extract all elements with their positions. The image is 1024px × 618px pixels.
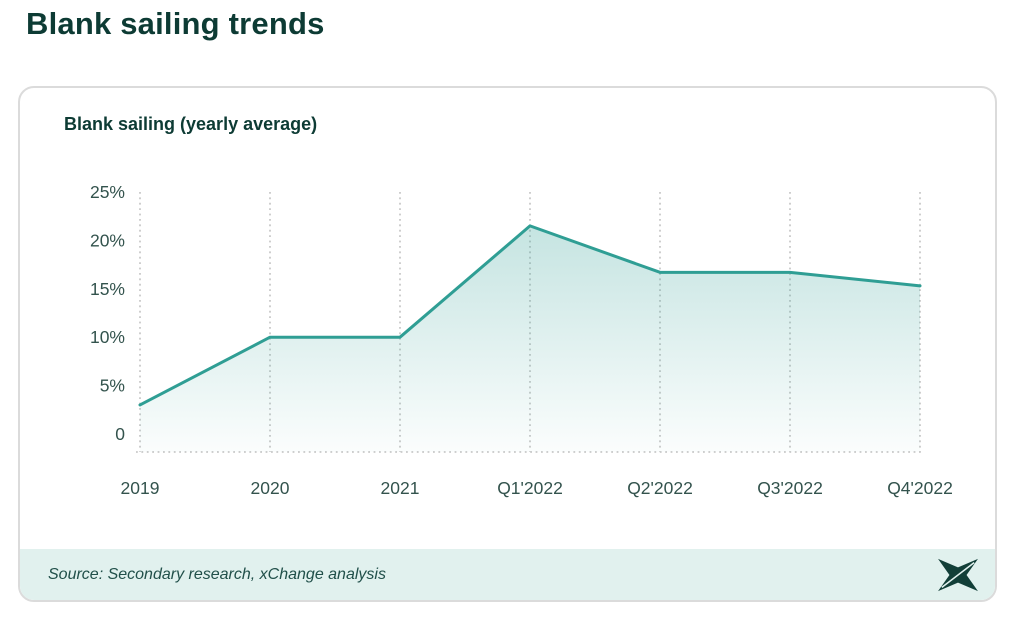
svg-text:2021: 2021 (381, 478, 420, 498)
svg-text:25%: 25% (90, 182, 125, 202)
svg-text:10%: 10% (90, 327, 125, 347)
chart-title: Blank sailing (yearly average) (64, 114, 318, 134)
svg-text:2020: 2020 (251, 478, 290, 498)
svg-text:0: 0 (115, 424, 125, 444)
svg-text:15%: 15% (90, 279, 125, 299)
chart-card: Blank sailing (yearly average) 25% 20% 15%… (18, 86, 997, 602)
blank-sailing-area-chart: 25% 20% 15% 10% 5% 0 2019 2020 2021 Q1'2022 Q2'202… (20, 158, 995, 538)
svg-text:Q1'2022: Q1'2022 (497, 478, 563, 498)
source-text: Source: Secondary research, xChange anal… (48, 565, 386, 583)
card-footer: Source: Secondary research, xChange anal… (20, 549, 995, 600)
svg-text:5%: 5% (100, 376, 125, 396)
page-title: Blank sailing trends (26, 6, 325, 41)
xchange-logo-icon (935, 556, 981, 594)
svg-text:20%: 20% (90, 230, 125, 250)
svg-text:Q4'2022: Q4'2022 (887, 478, 953, 498)
svg-text:Q3'2022: Q3'2022 (757, 478, 823, 498)
svg-text:2019: 2019 (121, 478, 160, 498)
svg-text:Q2'2022: Q2'2022 (627, 478, 693, 498)
